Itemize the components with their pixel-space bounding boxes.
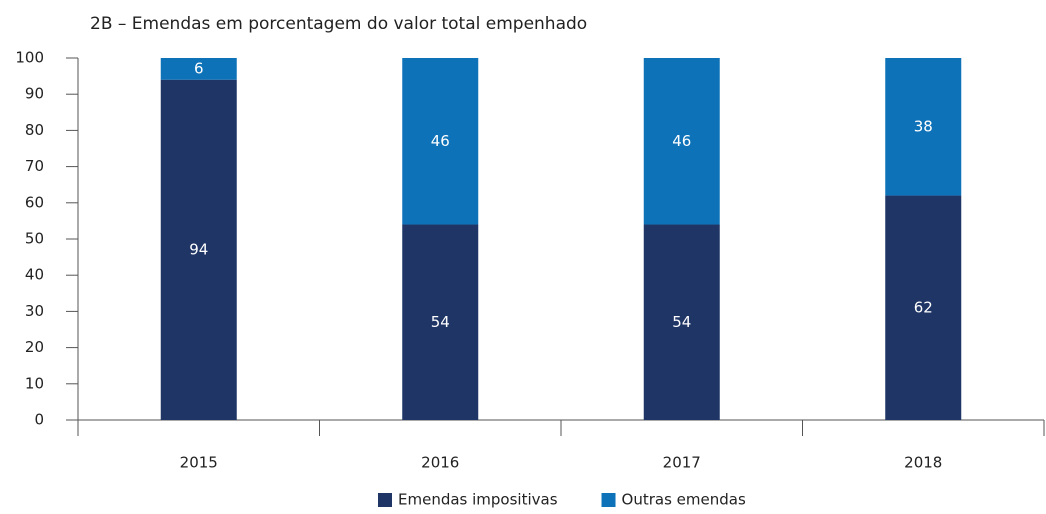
- y-tick-label: 0: [34, 411, 44, 429]
- bar-segment: [643, 224, 720, 420]
- data-label: 6: [194, 59, 204, 77]
- y-tick-label: 30: [25, 302, 44, 320]
- y-tick-label: 20: [25, 338, 44, 356]
- data-label: 46: [672, 132, 691, 150]
- y-tick-label: 90: [25, 85, 44, 103]
- bar-segment: [402, 58, 479, 225]
- data-label: 54: [672, 313, 691, 331]
- bar-segment: [885, 195, 962, 420]
- y-tick-label: 70: [25, 157, 44, 175]
- bar-segment: [643, 58, 720, 225]
- y-tick-label: 100: [15, 49, 44, 67]
- x-tick-label: 2015: [180, 454, 218, 472]
- x-tick-label: 2016: [421, 454, 459, 472]
- data-label: 62: [914, 298, 933, 316]
- y-tick-label: 10: [25, 374, 44, 392]
- y-tick-label: 40: [25, 266, 44, 284]
- y-tick-label: 60: [25, 193, 44, 211]
- y-tick-label: 50: [25, 230, 44, 248]
- legend-swatch: [601, 493, 616, 507]
- data-label: 38: [914, 117, 933, 135]
- bar-segment: [160, 79, 237, 420]
- bar-segment: [160, 58, 237, 80]
- data-label: 54: [431, 313, 450, 331]
- bar-segment: [885, 58, 962, 196]
- legend-swatch: [378, 493, 392, 507]
- x-tick-label: 2018: [904, 454, 942, 472]
- bar-segment: [402, 224, 479, 420]
- legend-label: Emendas impositivas: [398, 491, 558, 509]
- data-label: 94: [189, 240, 208, 258]
- legend-label: Outras emendas: [622, 491, 746, 509]
- chart-title: 2B – Emendas em porcentagem do valor tot…: [90, 14, 587, 34]
- y-tick-label: 80: [25, 121, 44, 139]
- x-tick-label: 2017: [663, 454, 701, 472]
- data-label: 46: [431, 132, 450, 150]
